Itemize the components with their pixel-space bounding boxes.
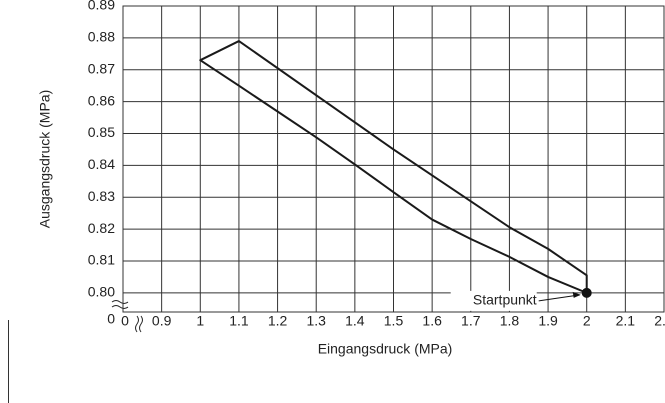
x-tick-label: 2.1 xyxy=(616,313,636,329)
x-tick-label: 1.7 xyxy=(461,313,481,329)
y-tick-label: 0 xyxy=(107,311,115,327)
y-tick-label: 0.87 xyxy=(88,60,115,76)
y-axis-break xyxy=(111,300,129,309)
x-tick-label: 1.4 xyxy=(345,313,365,329)
x-axis-break xyxy=(135,315,143,333)
x-tick-label: 2.2 xyxy=(654,313,665,329)
y-axis-label: Ausgangsdruck (MPa) xyxy=(37,90,53,229)
x-tick-label: 1.2 xyxy=(268,313,288,329)
y-tick-label: 0.80 xyxy=(88,284,115,300)
x-tick-label: 2 xyxy=(583,313,591,329)
x-tick-label: 0 xyxy=(121,313,129,329)
y-tick-label: 0.81 xyxy=(88,252,115,268)
start-point xyxy=(581,287,592,298)
y-tick-label: 0.82 xyxy=(88,220,115,236)
x-tick-label: 1 xyxy=(196,313,204,329)
annotation-arrowhead xyxy=(572,291,581,298)
annotation-arrow xyxy=(538,294,580,302)
x-tick-label: 1.1 xyxy=(229,313,249,329)
x-tick-label: 1.3 xyxy=(306,313,326,329)
y-tick-label: 0.85 xyxy=(88,124,115,140)
y-tick-label: 0.88 xyxy=(88,29,115,45)
x-tick-label: 1.8 xyxy=(500,313,520,329)
y-tick-label: 0.86 xyxy=(88,92,115,108)
x-tick-label: 1.6 xyxy=(422,313,442,329)
annotation-text: Startpunkt xyxy=(473,292,537,308)
x-tick-label: 1.5 xyxy=(384,313,404,329)
x-axis-label: Eingangsdruck (MPa) xyxy=(318,341,453,357)
y-tick-label: 0.84 xyxy=(88,156,115,172)
annotation-bg xyxy=(450,290,537,311)
x-tick-label: 0.9 xyxy=(152,313,172,329)
x-tick-label: 1.9 xyxy=(538,313,558,329)
hysteresis-curve xyxy=(199,40,588,294)
y-tick-label: 0.83 xyxy=(88,188,115,204)
y-tick-label: 0.89 xyxy=(88,0,115,13)
